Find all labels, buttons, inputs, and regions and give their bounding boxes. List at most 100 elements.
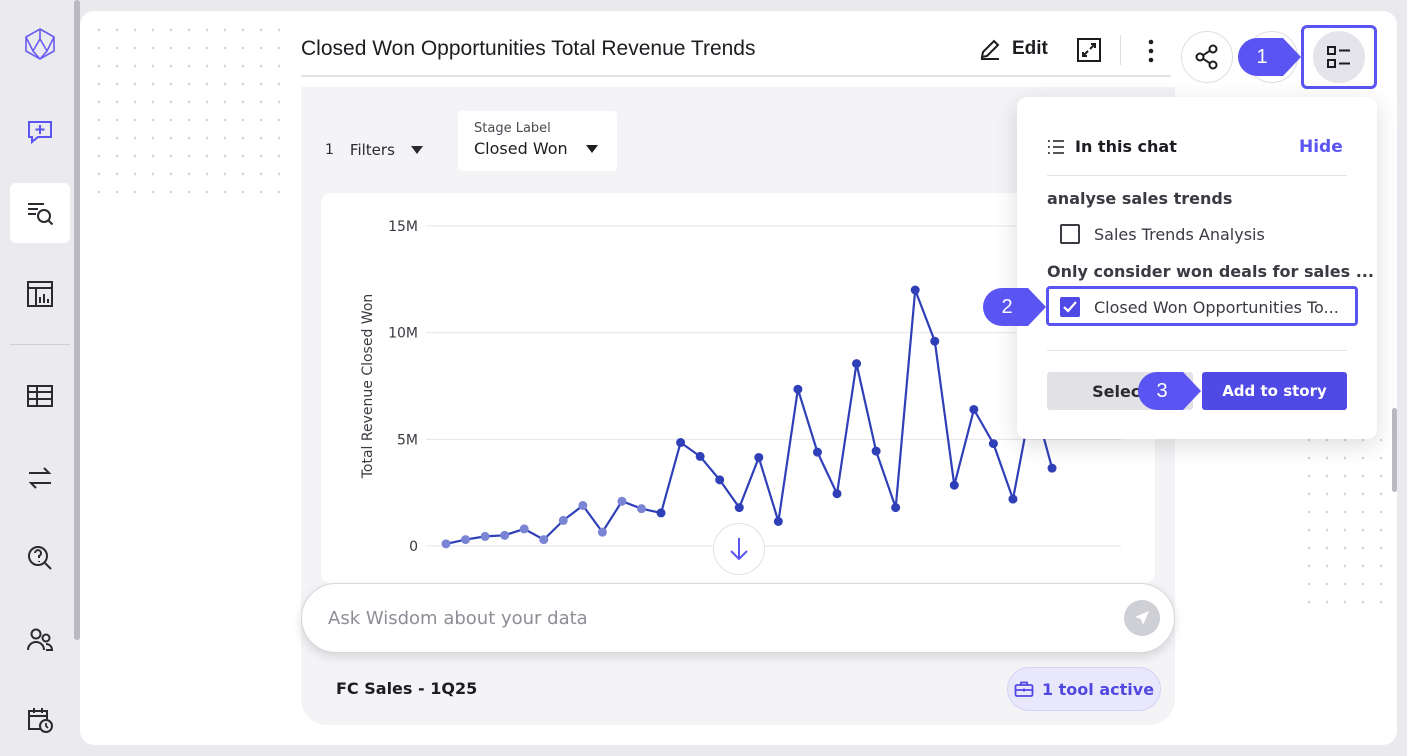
callout-number: 3	[1156, 379, 1168, 402]
page-scrollbar[interactable]	[1392, 408, 1397, 492]
question-search-icon[interactable]	[10, 528, 70, 588]
data-point[interactable]	[539, 535, 549, 545]
send-icon	[1135, 611, 1149, 625]
rail-divider	[10, 344, 70, 345]
dataset-name: FC Sales - 1Q25	[336, 679, 478, 698]
users-icon[interactable]	[10, 610, 70, 670]
checkmark-icon	[1063, 301, 1077, 313]
logo-icon[interactable]	[10, 14, 70, 74]
data-point[interactable]	[793, 384, 803, 394]
title-divider	[301, 75, 1171, 77]
callout-marker-icon	[1138, 372, 1201, 410]
add-to-story-button[interactable]: Add to story	[1202, 372, 1347, 410]
callout-2: 2	[982, 287, 1048, 327]
chat-contents-toggle-button[interactable]	[1301, 25, 1377, 89]
data-point[interactable]	[695, 451, 705, 461]
ask-input[interactable]	[328, 604, 1088, 632]
ask-input-bar	[301, 583, 1175, 653]
data-point[interactable]	[949, 480, 959, 490]
data-point[interactable]	[461, 535, 471, 545]
chat-item-sales-trends[interactable]: Sales Trends Analysis	[1060, 224, 1265, 244]
rail-scrollbar[interactable]	[74, 0, 80, 640]
y-tick-label: 15M	[388, 219, 418, 235]
search-list-icon[interactable]	[10, 183, 70, 243]
data-point[interactable]	[715, 475, 725, 485]
caret-down-icon	[410, 146, 423, 154]
arrow-down-icon	[730, 538, 748, 561]
in-this-chat-panel: In this chat Hide analyse sales trends S…	[1017, 97, 1377, 439]
scroll-down-button[interactable]	[713, 523, 765, 575]
filters-button[interactable]: 1 Filters	[325, 141, 423, 159]
data-point[interactable]	[578, 500, 588, 510]
line-chart: 0 5M 10M 15M Total Revenue Closed Won	[321, 193, 1155, 583]
report-chart-icon[interactable]	[10, 264, 70, 324]
list-icon	[1048, 139, 1064, 154]
data-point[interactable]	[969, 404, 979, 414]
chat-item-label: Sales Trends Analysis	[1094, 224, 1265, 244]
transfer-arrows-icon[interactable]	[10, 448, 70, 508]
pencil-icon	[980, 39, 1000, 60]
data-point[interactable]	[871, 446, 881, 456]
panel-title: In this chat	[1075, 137, 1177, 156]
filter-count: 1	[325, 142, 334, 158]
toolbar-separator	[1120, 35, 1121, 65]
edit-button[interactable]: Edit	[978, 37, 1048, 61]
share-button[interactable]	[1181, 31, 1233, 83]
data-point[interactable]	[676, 438, 686, 448]
callout-marker-icon	[983, 288, 1046, 326]
y-axis-label: Total Revenue Closed Won	[360, 294, 376, 480]
share-icon	[1195, 44, 1218, 70]
data-point[interactable]	[1047, 463, 1057, 473]
chat-group-title: analyse sales trends	[1047, 189, 1233, 208]
series-line	[445, 289, 1054, 545]
data-point[interactable]	[910, 285, 920, 295]
toolbox-icon	[1014, 681, 1034, 697]
tools-label: 1 tool active	[1041, 679, 1155, 699]
table-icon[interactable]	[10, 366, 70, 426]
tools-active-button[interactable]: 1 tool active	[1007, 667, 1161, 711]
data-point[interactable]	[480, 531, 490, 541]
callout-1: 1	[1237, 37, 1303, 77]
hide-panel-button[interactable]: Hide	[1299, 137, 1343, 157]
data-point[interactable]	[617, 496, 627, 506]
caret-down-icon	[585, 144, 598, 153]
callout-marker-icon	[1238, 38, 1301, 76]
more-options-icon[interactable]	[1144, 37, 1158, 65]
panel-divider	[1047, 175, 1347, 176]
stage-label-filter[interactable]: Stage Label Closed Won	[458, 111, 617, 171]
data-point[interactable]	[734, 503, 744, 513]
highlighted-chat-item	[1046, 286, 1358, 326]
data-point[interactable]	[637, 504, 646, 514]
data-point[interactable]	[558, 515, 568, 525]
data-point[interactable]	[754, 452, 764, 462]
new-chat-icon[interactable]	[10, 102, 70, 162]
data-point[interactable]	[597, 527, 607, 537]
send-button[interactable]	[1124, 600, 1160, 636]
data-point[interactable]	[812, 447, 822, 457]
calendar-clock-icon[interactable]	[10, 690, 70, 750]
y-tick-label: 5M	[397, 432, 418, 448]
expand-icon[interactable]	[1076, 37, 1102, 63]
data-point[interactable]	[500, 530, 510, 540]
checkbox-checked[interactable]	[1060, 297, 1080, 317]
stage-filter-value: Closed Won	[474, 139, 568, 158]
data-point[interactable]	[988, 439, 998, 449]
chat-item-closed-won[interactable]: Closed Won Opportunities To...	[1060, 297, 1354, 317]
page-title: Closed Won Opportunities Total Revenue T…	[301, 37, 756, 60]
data-point[interactable]	[852, 359, 862, 369]
stage-filter-label: Stage Label	[474, 121, 551, 136]
data-point[interactable]	[930, 336, 940, 346]
data-point[interactable]	[1008, 494, 1018, 504]
panel-divider	[1047, 350, 1347, 351]
callout-3: 3	[1137, 371, 1203, 411]
list-panel-icon	[1327, 46, 1350, 68]
data-point[interactable]	[656, 508, 666, 518]
data-point[interactable]	[441, 539, 451, 549]
data-point[interactable]	[773, 516, 783, 526]
data-point[interactable]	[519, 524, 529, 534]
data-point[interactable]	[891, 503, 901, 513]
callout-number: 2	[1001, 295, 1013, 318]
edit-label: Edit	[1012, 38, 1048, 59]
data-point[interactable]	[832, 489, 842, 499]
checkbox-unchecked[interactable]	[1060, 224, 1080, 244]
